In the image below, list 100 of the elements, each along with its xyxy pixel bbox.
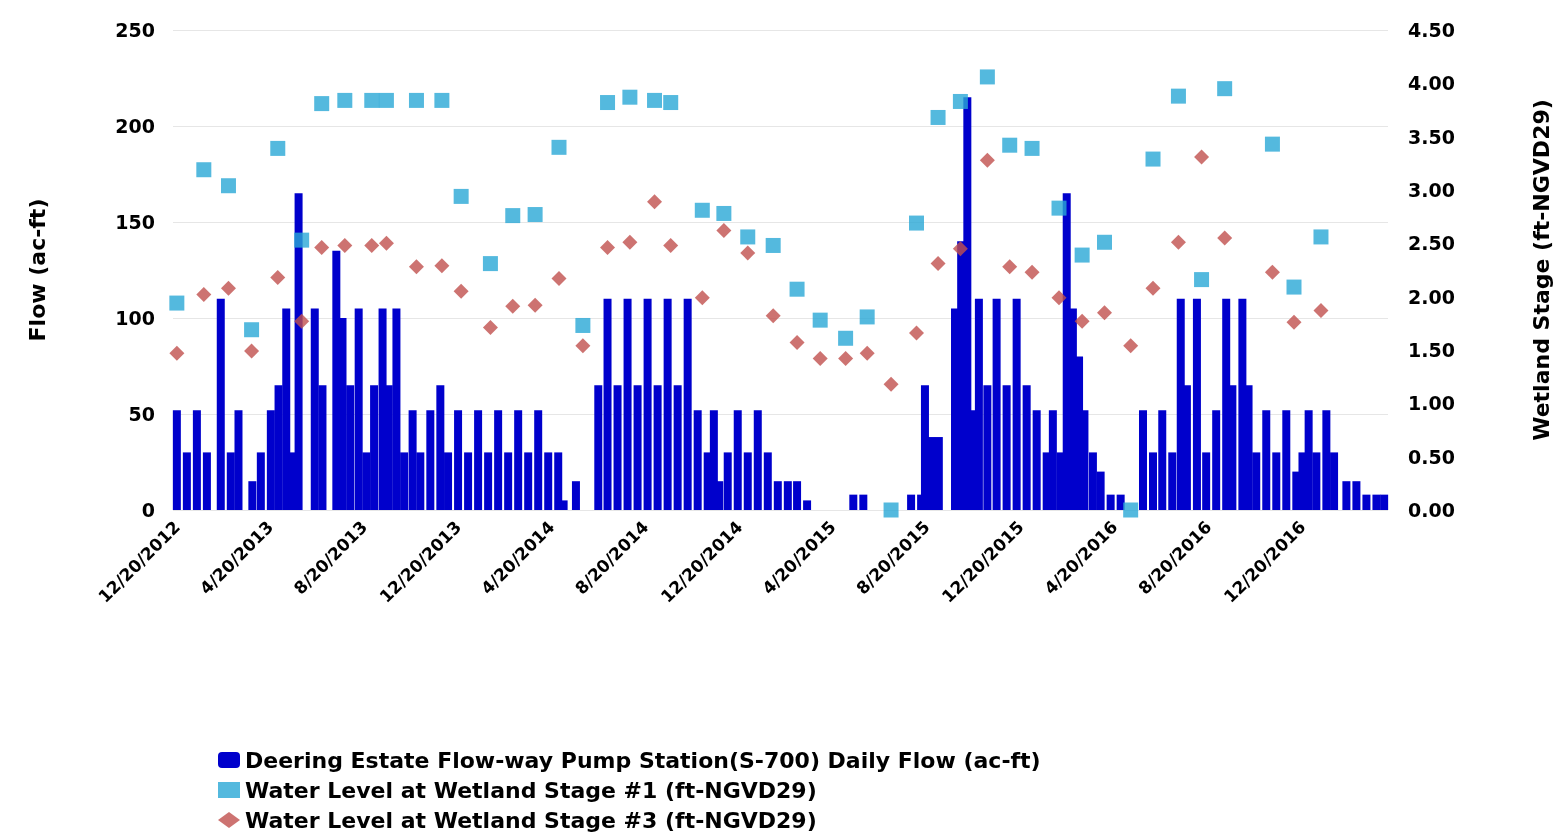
point: [314, 96, 330, 112]
point: [244, 322, 260, 338]
point: [364, 92, 380, 108]
point: [883, 376, 899, 392]
legend-label: Water Level at Wetland Stage #3 (ft-NGVD29): [245, 807, 817, 833]
point: [716, 205, 732, 221]
point: [647, 194, 663, 210]
point: [694, 290, 710, 306]
point: [434, 92, 450, 108]
point: [1074, 247, 1090, 263]
point: [1051, 290, 1067, 306]
bar: [992, 298, 1001, 510]
point: [1217, 81, 1233, 97]
bar: [1362, 494, 1371, 510]
point: [859, 345, 875, 361]
point: [952, 241, 968, 257]
bar: [753, 410, 762, 510]
point: [527, 297, 543, 313]
bar: [1022, 385, 1031, 510]
bar: [1002, 385, 1011, 510]
point: [647, 92, 663, 108]
point: [1024, 264, 1040, 280]
point: [1194, 149, 1210, 165]
bar: [859, 494, 868, 510]
point: [622, 234, 638, 250]
y-tick-label: 200: [115, 115, 155, 137]
bar: [1032, 410, 1041, 510]
point: [220, 178, 236, 194]
point: [1145, 280, 1161, 296]
point: [244, 343, 260, 359]
point: [294, 313, 310, 329]
bar: [1262, 410, 1271, 510]
y2-tick-label: 4.00: [1408, 72, 1455, 95]
point: [740, 245, 756, 261]
bar: [474, 410, 483, 510]
point: [838, 330, 854, 346]
point: [1145, 151, 1161, 167]
bar: [484, 452, 493, 510]
point: [1217, 230, 1233, 246]
point: [505, 208, 521, 224]
y2-tick-label: 3.00: [1408, 179, 1455, 201]
point: [694, 202, 710, 218]
point: [1096, 305, 1112, 321]
point: [789, 335, 805, 351]
point: [812, 351, 828, 367]
y2-tick-label: 4.50: [1408, 19, 1455, 41]
point: [979, 69, 995, 85]
point: [1264, 136, 1280, 152]
point: [1286, 314, 1302, 330]
bar: [1352, 481, 1361, 510]
point: [1264, 264, 1280, 280]
bar: [1282, 410, 1291, 510]
bar: [426, 410, 435, 510]
point: [1123, 338, 1139, 354]
bar: [1342, 481, 1351, 510]
point: [434, 258, 450, 274]
bar: [594, 385, 603, 510]
point: [952, 93, 968, 109]
point: [765, 237, 781, 253]
y-axis-title: Flow (ac-ft): [24, 198, 50, 342]
point: [408, 259, 424, 275]
bar: [613, 385, 622, 510]
point: [169, 295, 185, 311]
point: [408, 92, 424, 108]
bar: [464, 452, 473, 510]
point: [196, 287, 212, 303]
point: [812, 312, 828, 328]
point: [337, 92, 353, 108]
bar: [182, 452, 191, 510]
point: [1024, 140, 1040, 156]
bar: [202, 452, 211, 510]
bar: [571, 481, 580, 510]
point: [378, 92, 394, 108]
point: [716, 223, 732, 239]
y-tick-label: 0: [141, 499, 155, 521]
point: [551, 271, 567, 287]
y-tick-label: 250: [115, 19, 155, 41]
point: [1123, 502, 1139, 518]
point: [1313, 229, 1329, 245]
bar: [1106, 494, 1115, 510]
y2-tick-label: 0.00: [1408, 499, 1455, 521]
bar: [849, 494, 858, 510]
point: [663, 95, 679, 111]
y2-tick-label: 2.50: [1408, 232, 1455, 255]
bar: [683, 298, 692, 510]
bar: [524, 452, 533, 510]
bar: [1212, 410, 1221, 510]
point: [551, 139, 567, 155]
bar: [623, 298, 632, 510]
point: [482, 320, 498, 336]
point: [314, 240, 330, 256]
point: [1313, 303, 1329, 319]
y-tick-label: 50: [128, 403, 155, 425]
point: [1096, 234, 1112, 250]
point: [1051, 200, 1067, 216]
legend-label: Water Level at Wetland Stage #1 (ft-NGVD29): [245, 777, 817, 803]
point: [600, 95, 616, 111]
bar: [534, 410, 543, 510]
point: [740, 229, 756, 245]
y2-tick-label: 0.50: [1408, 445, 1455, 468]
